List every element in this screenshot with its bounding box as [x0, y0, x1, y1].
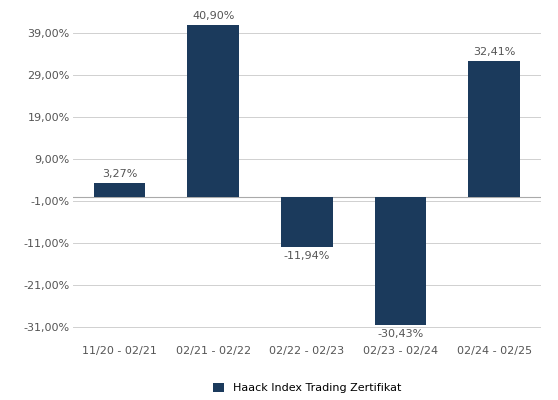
Text: 32,41%: 32,41%	[473, 46, 516, 56]
Text: -11,94%: -11,94%	[283, 252, 330, 262]
Text: 40,90%: 40,90%	[192, 11, 234, 21]
Text: 3,27%: 3,27%	[102, 169, 137, 179]
Bar	[281, 197, 333, 247]
Bar	[94, 183, 145, 197]
Bar	[187, 25, 239, 197]
Text: -30,43%: -30,43%	[377, 329, 424, 339]
Legend: Haack Index Trading Zertifikat: Haack Index Trading Zertifikat	[213, 383, 401, 394]
Bar	[469, 61, 520, 197]
Bar	[375, 197, 426, 325]
